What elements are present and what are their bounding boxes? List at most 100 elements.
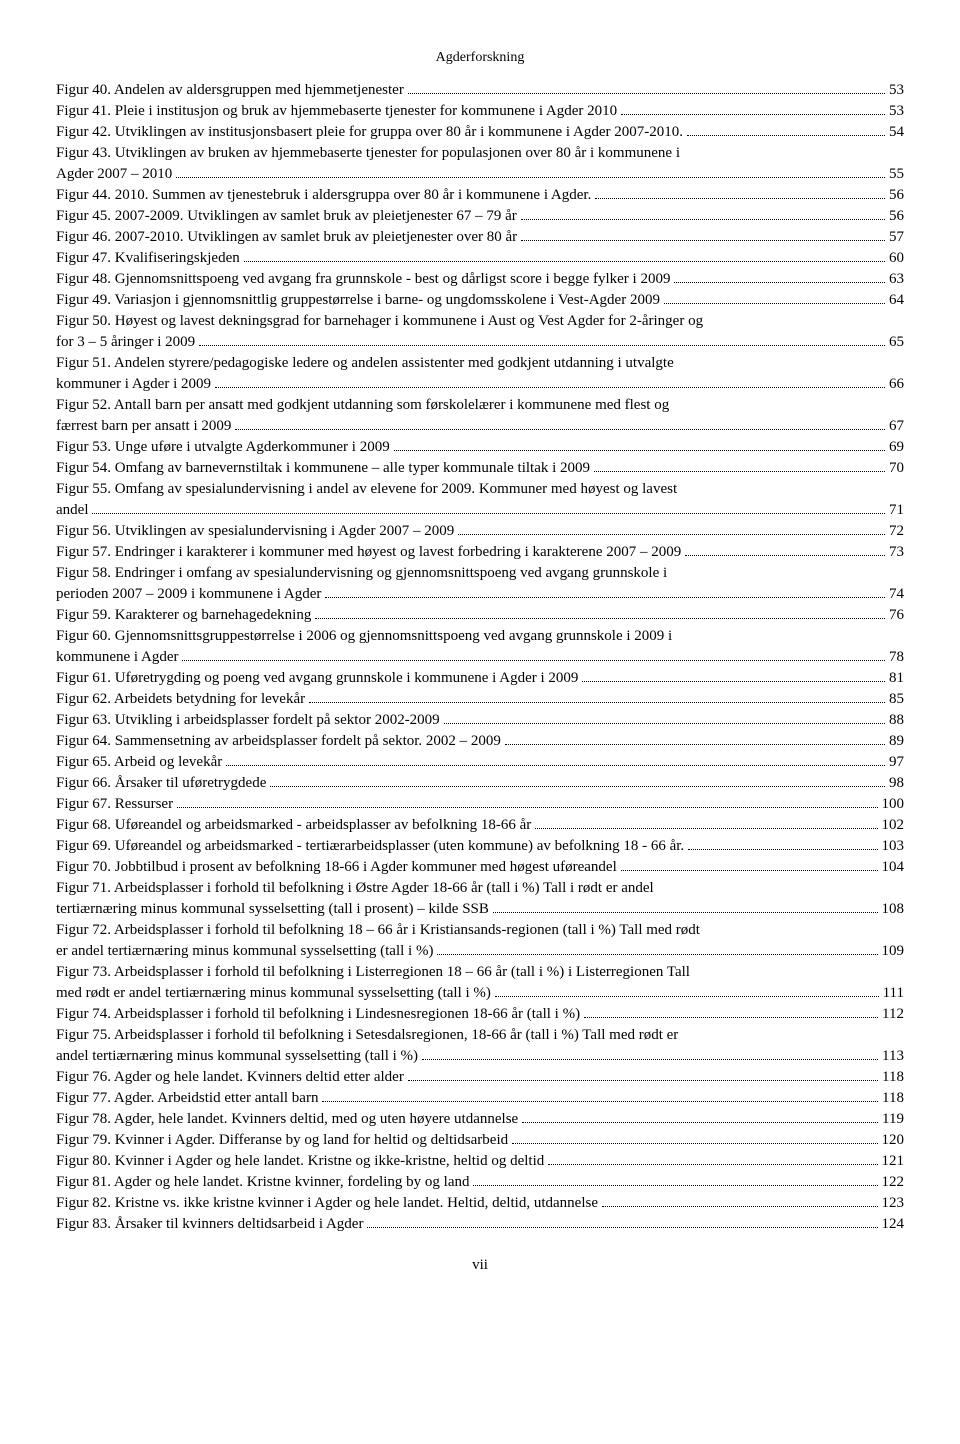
list-item-page: 123 [882,1193,905,1214]
list-item-page: 122 [882,1172,905,1193]
list-item-label: Figur 83. Årsaker til kvinners deltidsar… [56,1214,363,1235]
list-item: tertiærnæring minus kommunal sysselsetti… [56,899,904,920]
list-item-page: 60 [889,248,904,269]
list-item-page: 88 [889,710,904,731]
list-item: Figur 74. Arbeidsplasser i forhold til b… [56,1004,904,1025]
list-item-label: Figur 76. Agder og hele landet. Kvinners… [56,1067,404,1088]
list-item: Figur 59. Karakterer og barnehagedekning… [56,605,904,626]
leader-dots [495,984,879,996]
leader-dots [394,438,885,450]
list-item-label: Figur 53. Unge uføre i utvalgte Agderkom… [56,437,390,458]
list-item-label: Figur 59. Karakterer og barnehagedekning [56,605,311,626]
list-item: Figur 57. Endringer i karakterer i kommu… [56,542,904,563]
list-item-label: Figur 68. Uføreandel og arbeidsmarked - … [56,815,531,836]
list-item: Figur 48. Gjennomsnittspoeng ved avgang … [56,269,904,290]
leader-dots [215,375,885,387]
list-item-label: Figur 70. Jobbtilbud i prosent av befolk… [56,857,617,878]
leader-dots [521,228,885,240]
leader-dots [582,669,885,681]
leader-dots [408,81,885,93]
list-item: Figur 67. Ressurser100 [56,794,904,815]
list-item-label: Figur 44. 2010. Summen av tjenestebruk i… [56,185,591,206]
list-item: andel 71 [56,500,904,521]
list-item-label: Figur 61. Uføretrygding og poeng ved avg… [56,668,578,689]
list-item-continuation: Figur 58. Endringer i omfang av spesialu… [56,563,904,584]
list-item: Figur 45. 2007-2009. Utviklingen av saml… [56,206,904,227]
list-item-page: 89 [889,731,904,752]
leader-dots [270,774,885,786]
list-item-label: Figur 77. Agder. Arbeidstid etter antall… [56,1088,318,1109]
list-item: Figur 40. Andelen av aldersgruppen med h… [56,80,904,101]
list-item-page: 97 [889,752,904,773]
list-item-label: Figur 41. Pleie i institusjon og bruk av… [56,101,617,122]
list-item-page: 113 [882,1046,904,1067]
list-item-page: 54 [889,122,904,143]
list-item-continuation: Figur 52. Antall barn per ansatt med god… [56,395,904,416]
list-item-label: Figur 62. Arbeidets betydning for levekå… [56,689,305,710]
list-item: Figur 66. Årsaker til uføretrygdede98 [56,773,904,794]
list-item-page: 56 [889,206,904,227]
leader-dots [512,1131,877,1143]
list-item: færrest barn per ansatt i 200967 [56,416,904,437]
figure-list: Figur 40. Andelen av aldersgruppen med h… [56,80,904,1235]
list-item-label: Figur 57. Endringer i karakterer i kommu… [56,542,681,563]
list-item-page: 71 [889,500,904,521]
list-item: Figur 42. Utviklingen av institusjonsbas… [56,122,904,143]
list-item-label: Figur 48. Gjennomsnittspoeng ved avgang … [56,269,670,290]
list-item-page: 56 [889,185,904,206]
leader-dots [595,186,885,198]
page-number-footer: vii [56,1255,904,1276]
list-item-label: er andel tertiærnæring minus kommunal sy… [56,941,433,962]
list-item: Figur 46. 2007-2010. Utviklingen av saml… [56,227,904,248]
list-item: Figur 44. 2010. Summen av tjenestebruk i… [56,185,904,206]
list-item-page: 74 [889,584,904,605]
list-item: er andel tertiærnæring minus kommunal sy… [56,941,904,962]
leader-dots [315,606,885,618]
list-item: Figur 65. Arbeid og levekår 97 [56,752,904,773]
list-item-label: andel [56,500,88,521]
leader-dots [92,501,885,513]
leader-dots [685,543,885,555]
list-item-page: 104 [882,857,905,878]
list-item-continuation: Figur 60. Gjennomsnittsgruppestørrelse i… [56,626,904,647]
list-item: Figur 63. Utvikling i arbeidsplasser for… [56,710,904,731]
list-item-page: 119 [882,1109,904,1130]
list-item: Figur 80. Kvinner i Agder og hele landet… [56,1151,904,1172]
leader-dots [493,900,878,912]
leader-dots [176,165,885,177]
list-item: Figur 79. Kvinner i Agder. Differanse by… [56,1130,904,1151]
list-item-page: 108 [882,899,905,920]
list-item-label: Figur 45. 2007-2009. Utviklingen av saml… [56,206,517,227]
leader-dots [505,732,885,744]
leader-dots [199,333,885,345]
leader-dots [621,102,885,114]
list-item: Figur 78. Agder, hele landet. Kvinners d… [56,1109,904,1130]
list-item-page: 57 [889,227,904,248]
leader-dots [521,207,885,219]
list-item: med rødt er andel tertiærnæring minus ko… [56,983,904,1004]
leader-dots [602,1194,878,1206]
list-item-label: Figur 67. Ressurser [56,794,173,815]
list-item-page: 120 [882,1130,905,1151]
list-item: Figur 61. Uføretrygding og poeng ved avg… [56,668,904,689]
list-item-page: 98 [889,773,904,794]
leader-dots [535,816,877,828]
list-item-label: Figur 42. Utviklingen av institusjonsbas… [56,122,683,143]
list-item-page: 55 [889,164,904,185]
leader-dots [235,417,885,429]
leader-dots [437,942,877,954]
list-item-continuation: Figur 50. Høyest og lavest dekningsgrad … [56,311,904,332]
leader-dots [408,1068,878,1080]
list-item-page: 112 [882,1004,904,1025]
leader-dots [664,291,885,303]
list-item-page: 53 [889,101,904,122]
list-item-page: 66 [889,374,904,395]
list-item: Figur 76. Agder og hele landet. Kvinners… [56,1067,904,1088]
list-item-page: 70 [889,458,904,479]
leader-dots [177,795,877,807]
list-item-page: 102 [882,815,905,836]
list-item-label: andel tertiærnæring minus kommunal sysse… [56,1046,418,1067]
leader-dots [244,249,885,261]
list-item-label: perioden 2007 – 2009 i kommunene i Agder [56,584,321,605]
list-item-label: Figur 65. Arbeid og levekår [56,752,222,773]
